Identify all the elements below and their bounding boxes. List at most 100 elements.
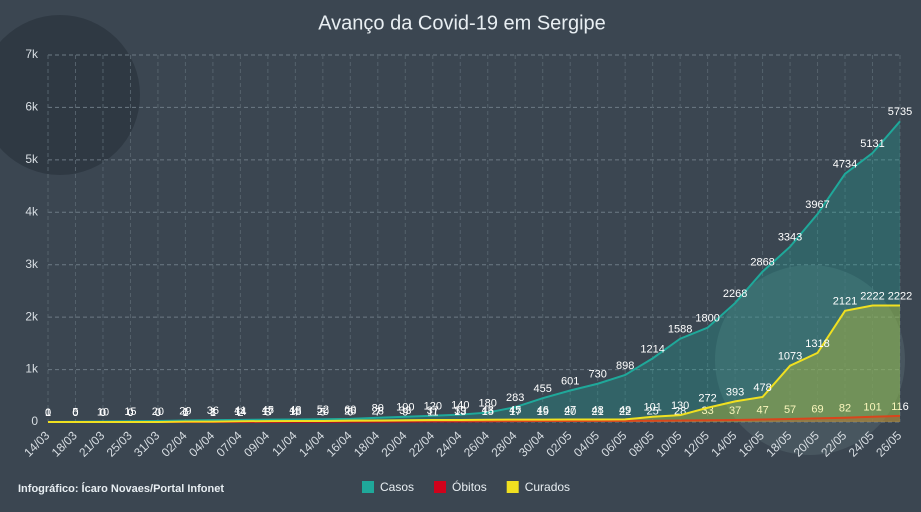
data-label: 5	[320, 407, 326, 419]
line	[48, 304, 900, 423]
data-label: 120	[424, 401, 442, 413]
y-tick-label: 2k	[25, 309, 39, 323]
data-label: 80	[372, 403, 384, 415]
data-label: 43	[482, 405, 494, 417]
data-label: 272	[698, 393, 716, 405]
data-label: 2268	[723, 288, 747, 300]
data-label: 1	[210, 407, 216, 419]
x-tick-label: 30/04	[516, 428, 547, 459]
legend-swatch	[506, 481, 519, 493]
x-tick-label: 07/04	[214, 428, 245, 459]
data-label: 9	[402, 406, 408, 418]
y-tick-label: 4k	[25, 204, 39, 218]
data-label: 0	[100, 407, 106, 419]
x-tick-label: 18/04	[351, 428, 382, 459]
x-tick-label: 31/03	[131, 428, 162, 459]
data-label: 47	[756, 404, 768, 416]
decor	[0, 15, 140, 175]
data-label: 0	[127, 407, 133, 419]
y-tick-label: 3k	[25, 257, 39, 271]
data-label: 8	[210, 406, 216, 418]
data-label: 39	[454, 405, 466, 417]
data-label: 3967	[805, 199, 829, 211]
data-label: 478	[753, 382, 771, 394]
data-label: 20	[317, 406, 329, 418]
data-label: 7	[375, 407, 381, 419]
data-label: 19	[537, 406, 549, 418]
data-label: 3	[265, 407, 271, 419]
x-tick-label: 14/05	[708, 428, 739, 459]
data-label: 37	[427, 405, 439, 417]
line	[47, 120, 901, 423]
y-tick-label: 1k	[25, 362, 39, 376]
data-label: 6	[182, 407, 188, 419]
x-tick-label: 18/03	[49, 428, 80, 459]
data-label: 15	[124, 406, 136, 418]
data-label: 17	[262, 406, 274, 418]
data-label: 13	[454, 406, 466, 418]
data-label: 898	[616, 360, 634, 372]
y-tick-label: 6k	[25, 100, 39, 114]
footer: Infográfico: Ícaro Novaes/Portal Infonet	[18, 482, 224, 495]
data-label: 5131	[860, 138, 884, 150]
data-label: 14	[234, 406, 246, 418]
x-tick-label: 20/04	[379, 428, 410, 459]
data-label: 1318	[805, 338, 829, 350]
data-label: 17	[509, 406, 521, 418]
chart-title: Avanço da Covid-19 em Sergipe	[318, 12, 606, 34]
x-tick-label: 24/04	[433, 428, 464, 459]
data-label: 730	[588, 369, 606, 381]
x-tick-label: 02/04	[159, 428, 190, 459]
data-label: 57	[784, 404, 796, 416]
data-label: 48	[289, 404, 301, 416]
legend-label: Casos	[380, 480, 414, 494]
legend-swatch	[362, 481, 374, 493]
x-tick-label: 21/03	[76, 428, 107, 459]
x-tick-label: 04/04	[186, 428, 217, 459]
data-label: 2222	[888, 290, 912, 302]
data-label: 5735	[888, 106, 912, 118]
data-label: 601	[561, 375, 579, 387]
data-label: 1	[45, 407, 51, 419]
data-label: 130	[671, 400, 689, 412]
data-label: 60	[344, 404, 356, 416]
data-label: 0	[45, 407, 51, 419]
data-label: 1800	[695, 313, 719, 325]
data-label: 455	[534, 383, 552, 395]
data-label: 0	[72, 407, 78, 419]
x-tick-label: 12/05	[681, 428, 712, 459]
data-label: 393	[726, 386, 744, 398]
data-label: 18	[289, 406, 301, 418]
data-label: 45	[262, 405, 274, 417]
data-label: 28	[372, 405, 384, 417]
data-label: 2868	[750, 257, 774, 269]
data-label: 48	[592, 404, 604, 416]
data-label: 140	[451, 400, 469, 412]
y-tick-label: 0	[31, 414, 38, 428]
data-label: 116	[891, 401, 909, 413]
y-tick-label: 5k	[25, 152, 39, 166]
data-label: 69	[811, 403, 823, 415]
data-label: 10	[97, 406, 109, 418]
x-tick-label: 10/05	[653, 428, 684, 459]
x-tick-label: 02/05	[543, 428, 574, 459]
data-label: 283	[506, 392, 524, 404]
area	[48, 121, 900, 422]
x-tick-label: 22/04	[406, 428, 437, 459]
data-label: 11	[427, 406, 438, 418]
x-tick-label: 16/04	[324, 428, 355, 459]
x-tick-label: 14/04	[296, 428, 327, 459]
x-tick-label: 26/04	[461, 428, 492, 459]
data-label: 36	[207, 405, 219, 417]
data-label: 101	[863, 402, 881, 414]
data-label: 100	[396, 402, 414, 414]
data-label: 20	[152, 406, 164, 418]
legend-swatch	[434, 481, 447, 493]
data-label: 47	[564, 404, 576, 416]
x-tick-label: 04/05	[571, 428, 602, 459]
data-label: 1	[182, 407, 188, 419]
x-tick-label: 28/04	[488, 428, 519, 459]
data-label: 4	[292, 407, 298, 419]
data-label: 6	[347, 407, 353, 419]
